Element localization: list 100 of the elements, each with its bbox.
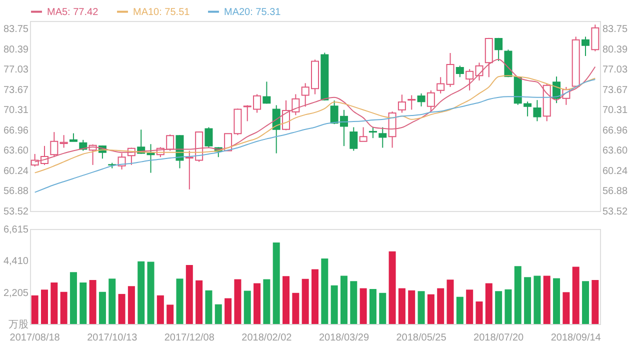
bar (553, 278, 560, 324)
y-tick-label: 60.24 (3, 166, 29, 177)
y2-tick-label: 66.96 (602, 125, 628, 136)
candlestick (398, 94, 406, 114)
bar (80, 282, 87, 324)
legend-label: MA10: 75.51 (133, 6, 190, 18)
bar (302, 278, 309, 324)
bar (214, 304, 222, 324)
bar (514, 266, 522, 324)
x-tick-label: 2018/07/20 (474, 332, 524, 344)
candlestick (50, 132, 58, 158)
bar (254, 283, 261, 324)
candlestick (436, 76, 445, 94)
bar (398, 288, 406, 324)
candlestick (426, 90, 435, 112)
x-tick-label: 2017/08/18 (10, 332, 60, 344)
text: MA5: 77.42 (47, 6, 99, 18)
bar (321, 258, 328, 324)
candlestick (533, 100, 542, 122)
bar (196, 280, 203, 324)
y2-tick-label: 83.75 (602, 24, 628, 36)
bar (138, 261, 145, 324)
candlestick (408, 94, 416, 110)
candlestick (456, 65, 464, 78)
candlestick (359, 126, 368, 142)
y2-tick-label: 56.88 (602, 186, 628, 198)
y-tick-label: 66.96 (3, 125, 29, 136)
x-tick-label: 2018/09/14 (550, 332, 602, 344)
bar (244, 290, 251, 324)
bar (40, 290, 48, 324)
candlestick (368, 126, 377, 139)
bar (466, 290, 474, 324)
candlestick (262, 81, 271, 104)
y2-tick-label: 77.03 (602, 64, 628, 76)
bar (282, 276, 290, 324)
x-tick-label: 2018/05/25 (396, 332, 447, 344)
y-tick-label: 2,205 (3, 288, 29, 299)
bar (147, 262, 154, 324)
bar (534, 276, 541, 324)
candlestick (350, 126, 358, 152)
bar (176, 278, 184, 324)
bar (408, 290, 416, 324)
candlestick (388, 111, 396, 148)
bar (456, 296, 464, 324)
bar (31, 295, 38, 324)
x-tick-label: 2018/02/02 (242, 332, 292, 344)
bar (60, 292, 68, 324)
bar (388, 251, 396, 324)
y2-tick-label: 73.67 (602, 84, 628, 96)
bar (89, 280, 96, 324)
bar (524, 277, 532, 324)
y-tick-label: 83.75 (3, 24, 29, 36)
candlestick (446, 52, 454, 88)
bar (562, 292, 570, 324)
bar (224, 298, 232, 324)
bar (437, 288, 444, 324)
y2-tick-label: 53.52 (602, 206, 628, 218)
bar (446, 280, 454, 324)
bar (360, 288, 367, 324)
bar (350, 281, 358, 324)
bar (312, 269, 318, 324)
bar (379, 292, 386, 324)
bar (582, 281, 590, 324)
y-tick-label: 6,615 (3, 224, 29, 236)
y-tick-label: 70.31 (3, 105, 29, 116)
y-tick-label: 53.52 (3, 206, 29, 218)
bar (418, 291, 425, 324)
candlestick (417, 92, 426, 107)
y-tick-label: 77.03 (3, 64, 29, 76)
candlestick (494, 37, 503, 62)
line-series (34, 75, 596, 174)
candlestick (204, 126, 213, 148)
x-tick-label: 2017/10/13 (87, 332, 138, 344)
y-tick-label: 56.88 (3, 186, 29, 198)
bar (495, 291, 502, 324)
bar (272, 242, 280, 324)
bar (572, 266, 580, 324)
bar (485, 283, 492, 324)
bar (156, 295, 164, 324)
candlestick (378, 126, 387, 148)
y-tick-label: 万股 (8, 320, 28, 330)
bar (166, 304, 174, 324)
candlestick (524, 101, 532, 117)
bar (234, 279, 242, 324)
bar (330, 285, 338, 324)
bar (118, 294, 126, 324)
y2-tick-label: 70.31 (602, 105, 628, 116)
x-tick-label: 2017/12/08 (164, 332, 215, 344)
legend-label: MA20: 75.31 (224, 6, 282, 18)
bar (98, 292, 106, 324)
x-tick-label: 2018/03/29 (318, 332, 370, 344)
y-tick-label: 4,410 (3, 256, 29, 268)
bar (427, 294, 434, 324)
bar (50, 282, 58, 324)
bar (476, 301, 483, 324)
y-tick-label: 73.67 (3, 84, 29, 96)
bar (263, 279, 270, 324)
y2-tick-label: 60.24 (602, 166, 628, 177)
bar (340, 276, 348, 324)
candlestick (582, 36, 590, 57)
